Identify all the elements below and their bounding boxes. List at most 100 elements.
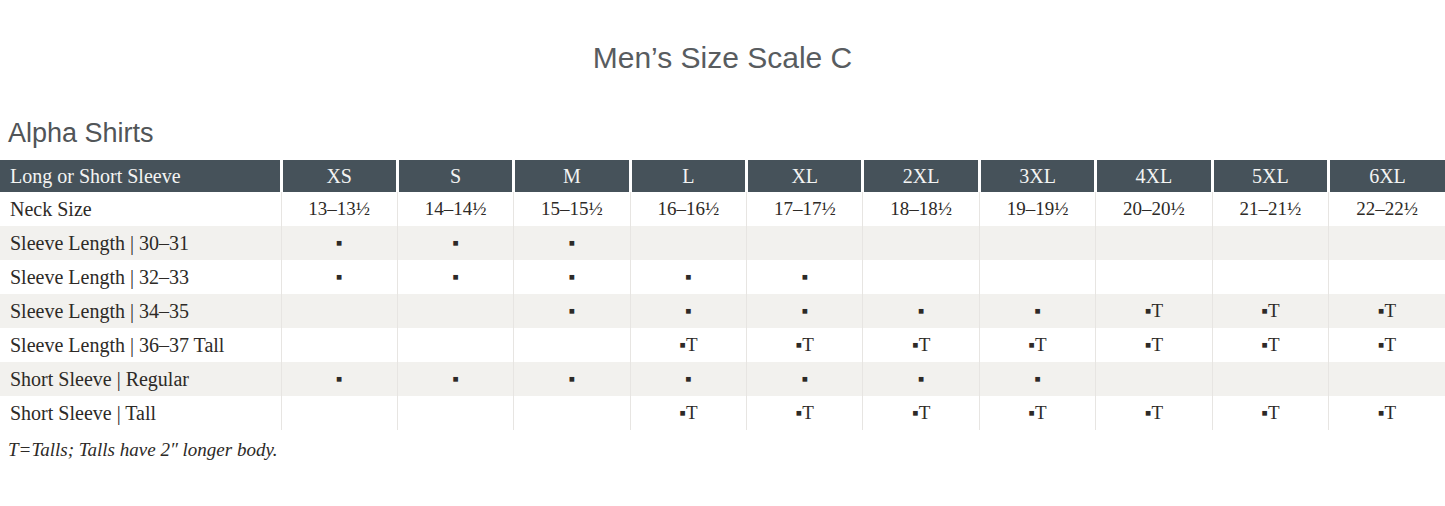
neck-size-cell: 22–22½ bbox=[1329, 192, 1445, 226]
neck-size-cell: 17–17½ bbox=[747, 192, 863, 226]
column-header-3xl: 3XL bbox=[979, 160, 1095, 192]
availability-cell bbox=[1212, 362, 1328, 396]
footnote: T=Talls; Talls have 2″ longer body. bbox=[8, 439, 1445, 461]
availability-cell bbox=[630, 226, 746, 260]
availability-cell: ▪T bbox=[1212, 328, 1328, 362]
availability-cell: ▪ bbox=[863, 362, 979, 396]
availability-cell: ▪T bbox=[1329, 396, 1445, 430]
availability-cell: ▪T bbox=[1329, 294, 1445, 328]
availability-cell: ▪T bbox=[630, 328, 746, 362]
column-header-4xl: 4XL bbox=[1096, 160, 1212, 192]
availability-cell bbox=[1096, 260, 1212, 294]
availability-cell: ▪T bbox=[630, 396, 746, 430]
row-label: Neck Size bbox=[0, 192, 281, 226]
row-label: Sleeve Length | 30–31 bbox=[0, 226, 281, 260]
availability-cell: ▪T bbox=[1096, 396, 1212, 430]
availability-cell: ▪ bbox=[514, 260, 630, 294]
column-header-2xl: 2XL bbox=[863, 160, 979, 192]
availability-cell: ▪ bbox=[979, 294, 1095, 328]
availability-cell: ▪T bbox=[1096, 294, 1212, 328]
neck-size-cell: 19–19½ bbox=[979, 192, 1095, 226]
row-label: Sleeve Length | 32–33 bbox=[0, 260, 281, 294]
table-row-sleeve-length-32-33: Sleeve Length | 32–33 ▪ ▪ ▪ ▪ ▪ bbox=[0, 260, 1445, 294]
availability-cell bbox=[1212, 226, 1328, 260]
availability-cell bbox=[397, 294, 513, 328]
neck-size-cell: 20–20½ bbox=[1096, 192, 1212, 226]
availability-cell bbox=[863, 226, 979, 260]
neck-size-cell: 16–16½ bbox=[630, 192, 746, 226]
availability-cell bbox=[863, 260, 979, 294]
availability-cell: ▪T bbox=[1212, 294, 1328, 328]
availability-cell: ▪ bbox=[514, 362, 630, 396]
table-row-sleeve-length-36-37-tall: Sleeve Length | 36–37 Tall ▪T ▪T ▪T ▪T ▪… bbox=[0, 328, 1445, 362]
row-label: Sleeve Length | 34–35 bbox=[0, 294, 281, 328]
availability-cell bbox=[1329, 362, 1445, 396]
availability-cell: ▪ bbox=[630, 294, 746, 328]
availability-cell: ▪ bbox=[979, 362, 1095, 396]
table-row-short-sleeve-tall: Short Sleeve | Tall ▪T ▪T ▪T ▪T ▪T ▪T ▪T bbox=[0, 396, 1445, 430]
availability-cell: ▪T bbox=[1212, 396, 1328, 430]
availability-cell bbox=[747, 226, 863, 260]
availability-cell: ▪ bbox=[747, 294, 863, 328]
availability-cell bbox=[514, 328, 630, 362]
availability-cell: ▪ bbox=[397, 226, 513, 260]
availability-cell: ▪T bbox=[1096, 328, 1212, 362]
availability-cell: ▪T bbox=[979, 396, 1095, 430]
availability-cell bbox=[979, 260, 1095, 294]
availability-cell bbox=[1329, 226, 1445, 260]
availability-cell: ▪ bbox=[630, 260, 746, 294]
neck-size-cell: 13–13½ bbox=[281, 192, 397, 226]
availability-cell bbox=[397, 328, 513, 362]
availability-cell bbox=[1096, 362, 1212, 396]
availability-cell bbox=[1096, 226, 1212, 260]
availability-cell bbox=[397, 396, 513, 430]
neck-size-cell: 15–15½ bbox=[514, 192, 630, 226]
availability-cell bbox=[979, 226, 1095, 260]
availability-cell: ▪T bbox=[1329, 328, 1445, 362]
availability-cell bbox=[281, 294, 397, 328]
size-chart-table: Long or Short Sleeve XS S M L XL 2XL 3XL… bbox=[0, 160, 1445, 430]
availability-cell: ▪ bbox=[863, 294, 979, 328]
availability-cell bbox=[281, 396, 397, 430]
availability-cell bbox=[1329, 260, 1445, 294]
availability-cell: ▪T bbox=[747, 328, 863, 362]
column-header-6xl: 6XL bbox=[1329, 160, 1445, 192]
availability-cell: ▪T bbox=[863, 328, 979, 362]
availability-cell: ▪ bbox=[281, 226, 397, 260]
row-label: Short Sleeve | Tall bbox=[0, 396, 281, 430]
availability-cell: ▪ bbox=[747, 260, 863, 294]
availability-cell: ▪ bbox=[514, 226, 630, 260]
neck-size-cell: 21–21½ bbox=[1212, 192, 1328, 226]
availability-cell: ▪ bbox=[397, 362, 513, 396]
row-label: Sleeve Length | 36–37 Tall bbox=[0, 328, 281, 362]
section-heading: Alpha Shirts bbox=[8, 116, 1445, 150]
page-title: Men’s Size Scale C bbox=[0, 0, 1445, 78]
column-header-sleeve-type: Long or Short Sleeve bbox=[0, 160, 281, 192]
availability-cell bbox=[281, 328, 397, 362]
column-header-5xl: 5XL bbox=[1212, 160, 1328, 192]
column-header-xs: XS bbox=[281, 160, 397, 192]
table-row-sleeve-length-30-31: Sleeve Length | 30–31 ▪ ▪ ▪ bbox=[0, 226, 1445, 260]
row-label: Short Sleeve | Regular bbox=[0, 362, 281, 396]
column-header-l: L bbox=[630, 160, 746, 192]
availability-cell: ▪ bbox=[281, 260, 397, 294]
table-row-short-sleeve-regular: Short Sleeve | Regular ▪ ▪ ▪ ▪ ▪ ▪ ▪ bbox=[0, 362, 1445, 396]
neck-size-cell: 14–14½ bbox=[397, 192, 513, 226]
table-header-row: Long or Short Sleeve XS S M L XL 2XL 3XL… bbox=[0, 160, 1445, 192]
neck-size-cell: 18–18½ bbox=[863, 192, 979, 226]
availability-cell bbox=[514, 396, 630, 430]
column-header-s: S bbox=[397, 160, 513, 192]
availability-cell: ▪ bbox=[281, 362, 397, 396]
column-header-m: M bbox=[514, 160, 630, 192]
availability-cell: ▪ bbox=[397, 260, 513, 294]
availability-cell: ▪ bbox=[514, 294, 630, 328]
availability-cell: ▪ bbox=[630, 362, 746, 396]
availability-cell: ▪T bbox=[747, 396, 863, 430]
availability-cell: ▪T bbox=[979, 328, 1095, 362]
availability-cell bbox=[1212, 260, 1328, 294]
availability-cell: ▪ bbox=[747, 362, 863, 396]
table-row-neck-size: Neck Size 13–13½ 14–14½ 15–15½ 16–16½ 17… bbox=[0, 192, 1445, 226]
table-row-sleeve-length-34-35: Sleeve Length | 34–35 ▪ ▪ ▪ ▪ ▪ ▪T ▪T ▪T bbox=[0, 294, 1445, 328]
availability-cell: ▪T bbox=[863, 396, 979, 430]
column-header-xl: XL bbox=[747, 160, 863, 192]
